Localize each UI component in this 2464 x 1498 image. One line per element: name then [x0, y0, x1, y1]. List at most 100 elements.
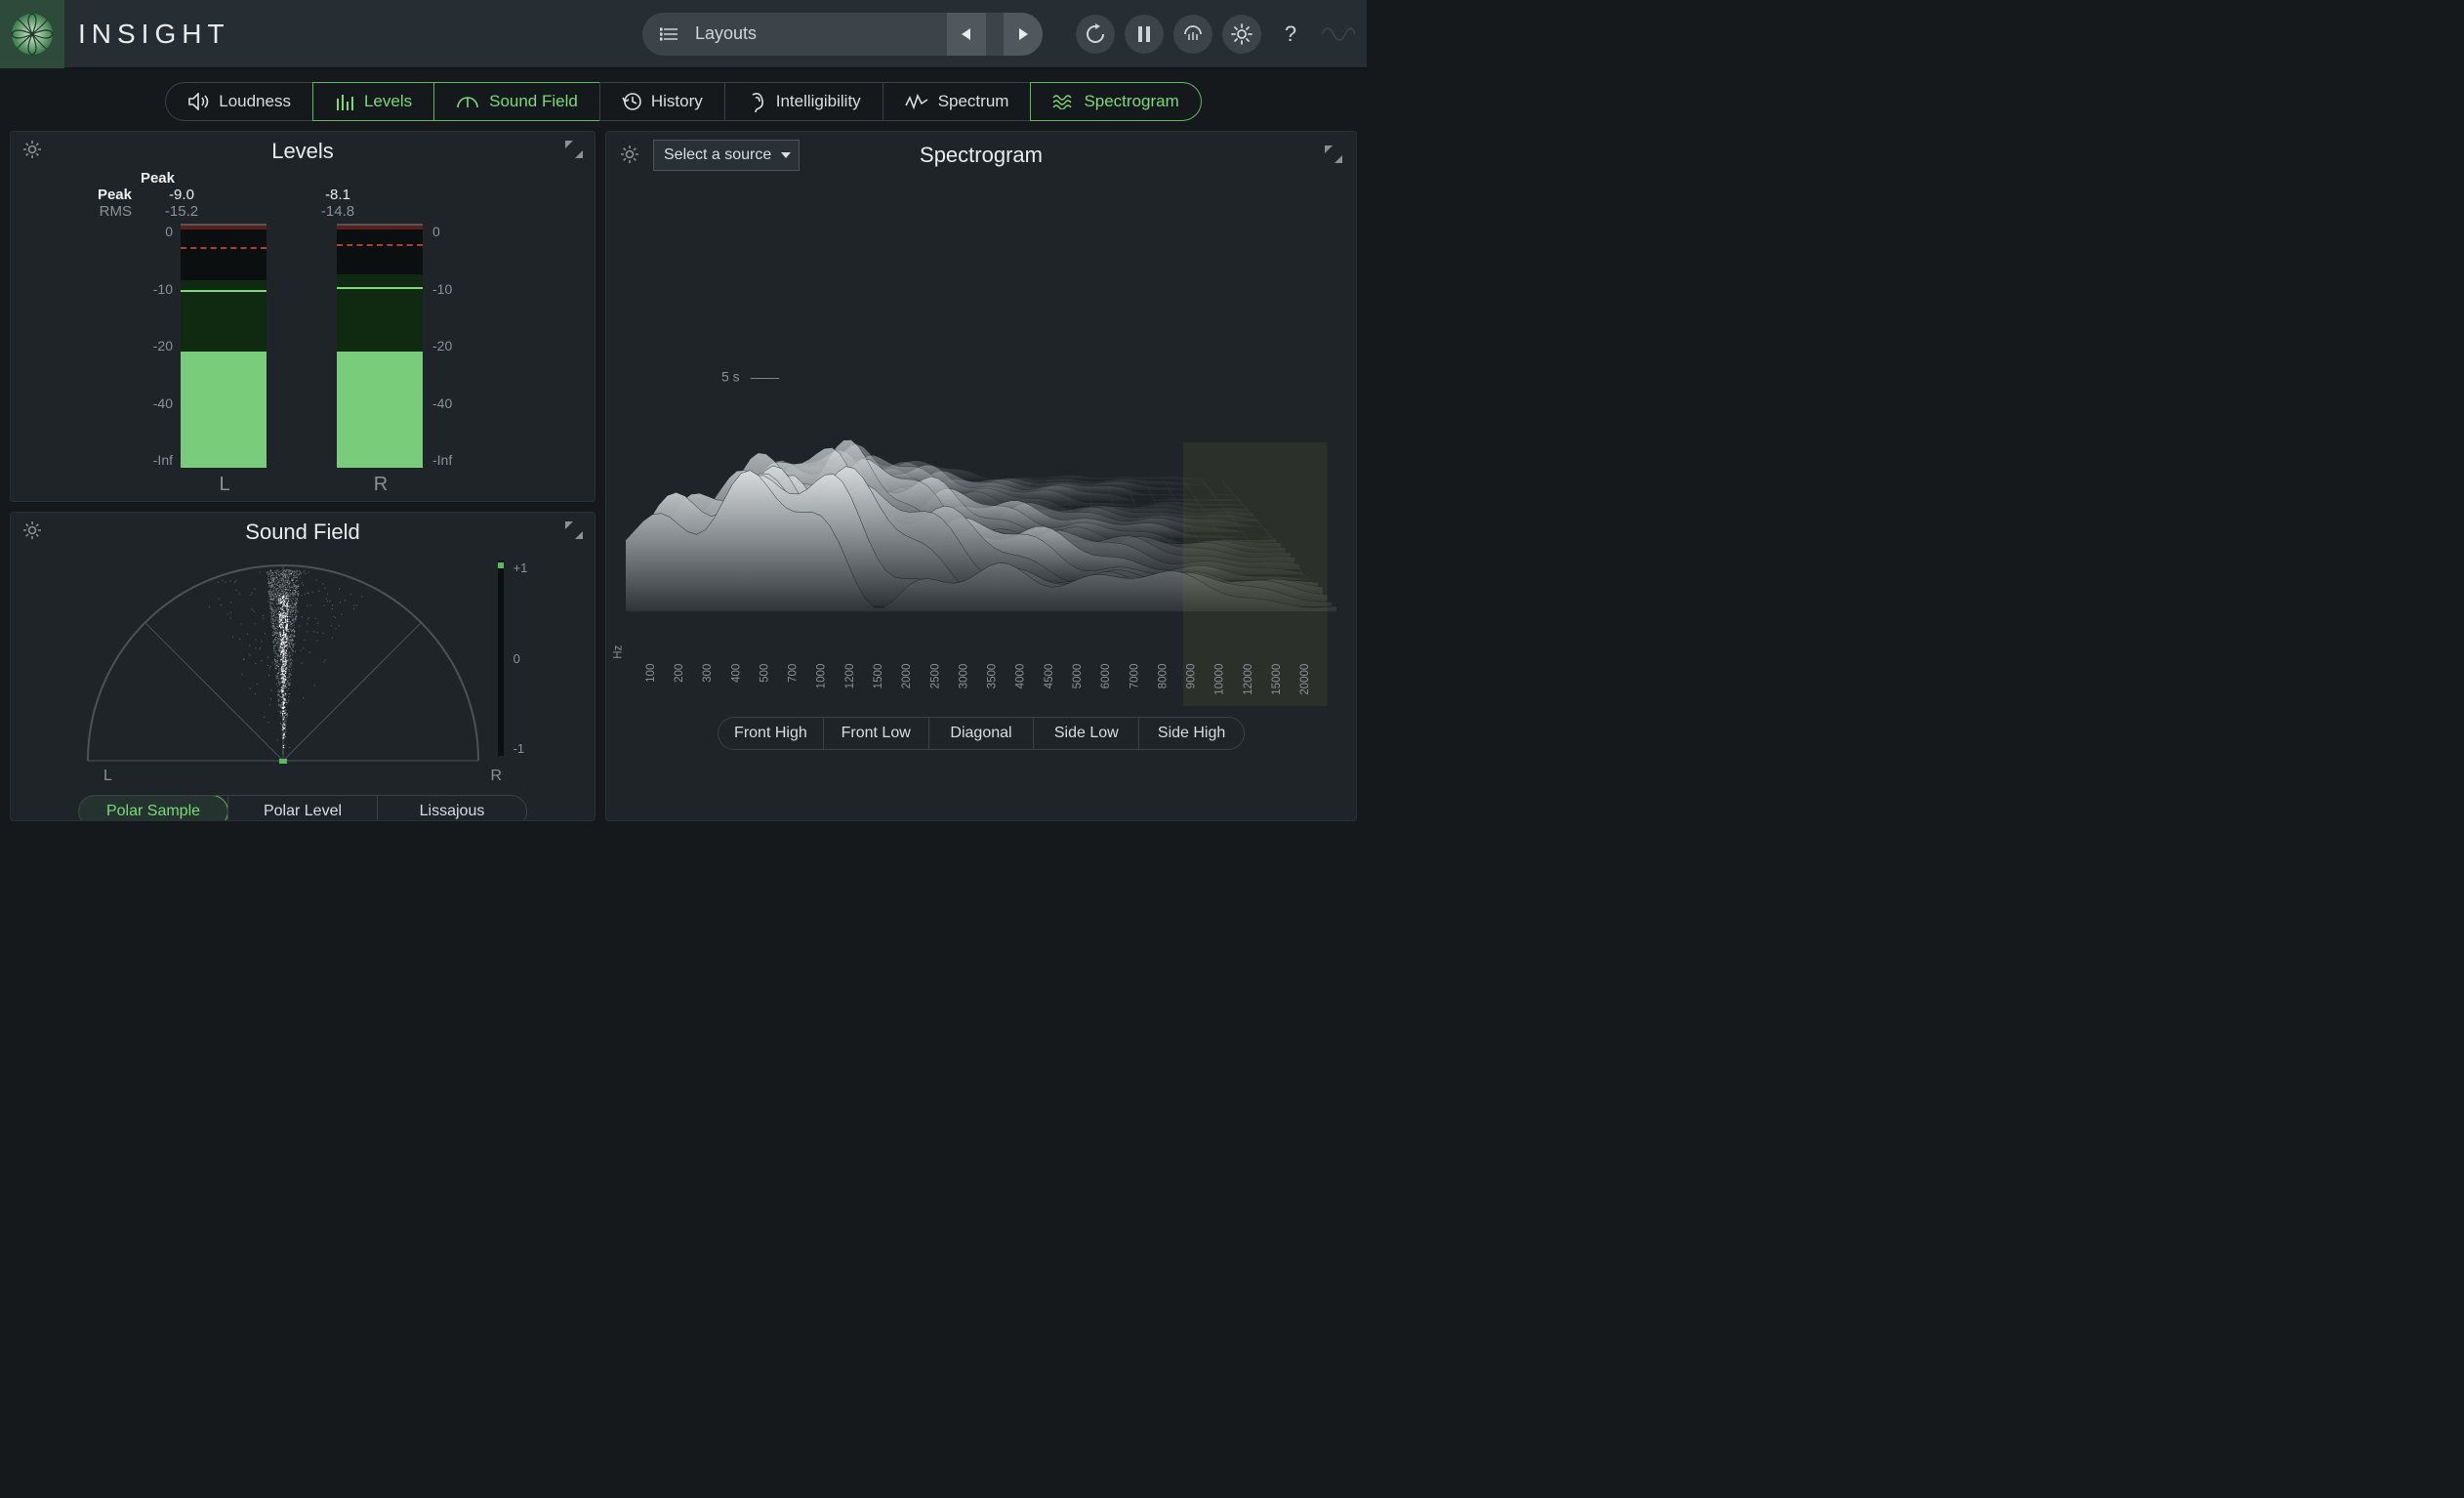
soundfield-panel: Sound Field +1 0 -1 L	[10, 512, 595, 821]
sf-mode-polar-sample[interactable]: Polar Sample	[78, 795, 228, 821]
snapshot-button[interactable]	[1173, 15, 1212, 54]
help-button[interactable]: ?	[1271, 15, 1310, 54]
tab-spectrum[interactable]: Spectrum	[883, 82, 1032, 121]
freq-tick: 10000	[1213, 663, 1226, 695]
tab-label: Loudness	[219, 92, 291, 111]
levels-settings-button[interactable]	[22, 140, 42, 162]
channel-r-label: R	[337, 474, 425, 496]
freq-tick: 2000	[900, 663, 913, 688]
scale-tick: -20	[122, 338, 173, 354]
reset-button[interactable]	[1076, 15, 1115, 54]
history-icon	[622, 92, 641, 111]
soundfield-modes: Polar SamplePolar LevelLissajous	[78, 795, 527, 821]
levels-panel: Levels Peak Peak -9.0 -8.1 RMS -15.2 -14	[10, 131, 595, 502]
freq-tick: 100	[644, 663, 657, 683]
scale-tick: -40	[122, 395, 173, 411]
peak-label: Peak	[30, 187, 138, 203]
app-header: INSIGHT Layouts ?	[0, 0, 1367, 68]
channel-l-label: L	[181, 474, 268, 496]
spectro-view-side-high[interactable]: Side High	[1138, 718, 1244, 749]
sf-mode-polar-level[interactable]: Polar Level	[227, 796, 377, 821]
triangle-right-icon	[1016, 27, 1030, 41]
freq-tick: 15000	[1270, 663, 1283, 695]
soundfield-scope[interactable]	[78, 551, 488, 766]
layout-prev-button[interactable]	[947, 13, 986, 56]
levels-expand-button[interactable]	[565, 141, 583, 161]
tab-loudness[interactable]: Loudness	[165, 82, 313, 121]
tab-levels[interactable]: Levels	[312, 82, 434, 121]
level-meter	[337, 224, 423, 468]
svg-text:Hz: Hz	[612, 645, 625, 658]
scale-tick: -1	[513, 741, 528, 756]
correlation-meter	[498, 561, 504, 756]
scale-tick: -10	[432, 281, 483, 297]
gear-icon	[620, 145, 639, 164]
freq-tick: 20000	[1298, 663, 1311, 695]
view-tabs: Loudness Levels Sound Field History Inte…	[0, 68, 1367, 131]
tab-history[interactable]: History	[599, 82, 725, 121]
header-controls: ?	[1076, 15, 1355, 54]
scale-tick: -20	[432, 338, 483, 354]
spectrogram-display[interactable]: 5 sHz10020030040050070010001200150020002…	[606, 179, 1356, 706]
bars-icon	[335, 93, 354, 110]
freq-tick: 1500	[872, 663, 884, 688]
rms-l-value: -15.2	[138, 203, 226, 220]
freq-tick: 4000	[1014, 663, 1027, 688]
tab-spectrogram[interactable]: Spectrogram	[1030, 82, 1201, 121]
settings-button[interactable]	[1222, 15, 1261, 54]
gear-icon	[22, 140, 42, 159]
swirl-icon	[10, 12, 55, 57]
soundfield-expand-button[interactable]	[565, 521, 583, 542]
layouts-dropdown[interactable]: Layouts	[642, 13, 1043, 56]
rms-label: RMS	[30, 203, 138, 220]
app-brand: INSIGHT	[78, 19, 230, 50]
ear-icon	[747, 91, 766, 112]
main-grid: Levels Peak Peak -9.0 -8.1 RMS -15.2 -14	[0, 131, 1367, 831]
scale-tick: -Inf	[122, 452, 173, 468]
sf-mode-lissajous[interactable]: Lissajous	[377, 796, 526, 821]
soundfield-title: Sound Field	[11, 520, 595, 545]
gear-icon	[1231, 23, 1253, 45]
freq-tick: 1000	[815, 663, 828, 688]
expand-icon	[565, 141, 583, 158]
tab-intelligibility[interactable]: Intelligibility	[724, 82, 883, 121]
freq-tick: 5000	[1071, 663, 1084, 688]
freq-tick: 7000	[1128, 663, 1140, 688]
spectro-view-diagonal[interactable]: Diagonal	[928, 718, 1034, 749]
tab-soundfield[interactable]: Sound Field	[433, 82, 600, 121]
spectro-view-side-low[interactable]: Side Low	[1033, 718, 1138, 749]
rms-r-value: -14.8	[294, 203, 382, 220]
freq-tick: 9000	[1184, 663, 1197, 688]
scale-tick: 0	[122, 224, 173, 239]
freq-tick: 200	[673, 663, 685, 683]
pause-button[interactable]	[1125, 15, 1164, 54]
peak-label: Peak	[122, 170, 181, 187]
spectrogram-expand-button[interactable]	[1325, 146, 1342, 166]
layouts-label: Layouts	[695, 23, 929, 44]
app-logo	[0, 0, 64, 68]
freq-tick: 700	[786, 663, 799, 683]
spectro-view-front-high[interactable]: Front High	[719, 718, 823, 749]
expand-icon	[565, 521, 583, 539]
scale-tick: -40	[432, 395, 483, 411]
sf-right-label: R	[490, 768, 502, 785]
source-dropdown[interactable]: Select a source	[653, 140, 800, 171]
spectrogram-panel: Select a source Spectrogram 5 sHz1002003…	[605, 131, 1357, 821]
tab-label: Spectrum	[938, 92, 1009, 111]
arc-icon	[456, 94, 479, 109]
freq-tick: 12000	[1242, 663, 1254, 695]
layout-next-button[interactable]	[1004, 13, 1043, 56]
level-meter	[181, 224, 267, 468]
freq-tick: 400	[729, 663, 742, 683]
soundfield-settings-button[interactable]	[22, 520, 42, 543]
correlation-scale: +1 0 -1	[513, 561, 528, 756]
spectrogram-settings-button[interactable]	[620, 145, 639, 167]
tab-label: Intelligibility	[776, 92, 861, 111]
wave-icon	[1320, 21, 1355, 48]
sf-left-label: L	[103, 768, 112, 785]
freq-tick: 3000	[957, 663, 969, 688]
freq-tick: 300	[701, 663, 714, 683]
freq-tick: 2500	[928, 663, 941, 688]
source-placeholder: Select a source	[664, 146, 771, 163]
spectro-view-front-low[interactable]: Front Low	[823, 718, 928, 749]
